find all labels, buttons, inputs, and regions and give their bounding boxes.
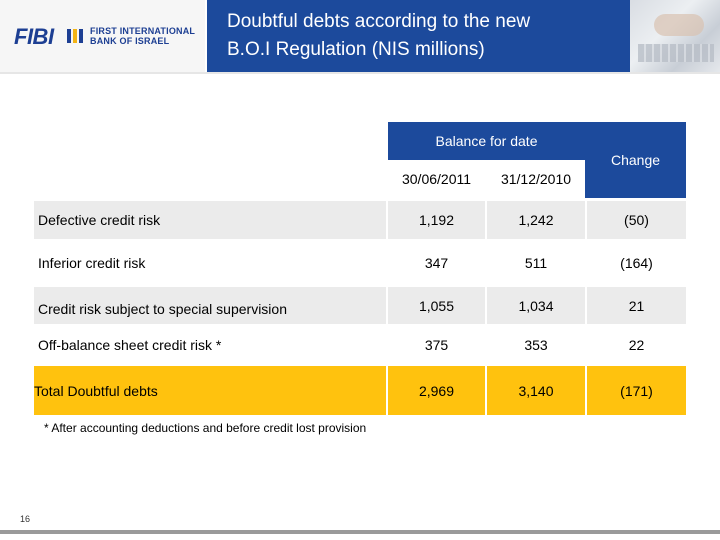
slide-title-line1: Doubtful debts according to the new (227, 11, 531, 32)
date-header-1: 30/06/2011 (388, 160, 485, 198)
date-header-2: 31/12/2010 (487, 160, 585, 198)
logo-area: FIBI FIRST INTERNATIONAL BANK OF ISRAEL (0, 0, 205, 73)
row-value-date1: 375 (424, 337, 449, 353)
row-value-date2: 1,242 (487, 201, 585, 239)
photo-hand-shape (654, 14, 704, 36)
change-header: Change (585, 122, 686, 198)
slide-title-line2: B.O.I Regulation (NIS millions) (227, 39, 485, 60)
row-value-date1: 347 (424, 255, 449, 271)
row-label: Credit risk subject to special supervisi… (34, 287, 386, 324)
logo-sub-line1: FIRST INTERNATIONAL (90, 26, 196, 36)
row-value-date1: 1,192 (388, 201, 485, 239)
row-value-change: (50) (587, 201, 686, 239)
total-value-date2: 3,140 (487, 366, 585, 415)
logo-mark-icon (67, 29, 83, 43)
row-value-date1: 1,055 (388, 287, 485, 324)
footer-divider (0, 530, 720, 534)
table-row: Inferior credit risk 347 511 (164) (34, 241, 686, 285)
total-row: Total Doubtful debts 2,969 3,140 (171) (34, 366, 686, 415)
balance-for-date-header: Balance for date (388, 122, 585, 160)
table-row: Off-balance sheet credit risk * 375 353 … (34, 326, 686, 364)
row-label: Defective credit risk (34, 201, 386, 239)
logo-sub-line2: BANK OF ISRAEL (90, 36, 170, 46)
row-label: Off-balance sheet credit risk * (38, 337, 222, 353)
row-value-change: 22 (628, 337, 645, 353)
slide-title: Doubtful debts according to the new B.O.… (227, 8, 627, 64)
total-value-date1: 2,969 (388, 366, 485, 415)
logo-text: FIBI (14, 24, 54, 49)
row-value-date2: 353 (524, 337, 548, 353)
title-bar: Doubtful debts according to the new B.O.… (207, 0, 630, 72)
total-value-change: (171) (587, 366, 686, 415)
logo-subtitle: FIRST INTERNATIONAL BANK OF ISRAEL (90, 26, 195, 46)
row-value-date2: 1,034 (487, 287, 585, 324)
table-row: Credit risk subject to special supervisi… (34, 287, 686, 324)
header-divider (0, 72, 720, 74)
photo-keyboard-shape (638, 44, 714, 62)
row-value-date2: 511 (524, 255, 548, 271)
total-label: Total Doubtful debts (34, 366, 386, 415)
row-label: Inferior credit risk (38, 255, 146, 271)
page-number: 16 (20, 514, 31, 524)
header-photo (630, 0, 720, 72)
table-row: Defective credit risk 1,192 1,242 (50) (34, 201, 686, 239)
row-value-change: (164) (620, 255, 653, 271)
row-value-change: 21 (587, 287, 686, 324)
footnote: * After accounting deductions and before… (44, 421, 367, 435)
